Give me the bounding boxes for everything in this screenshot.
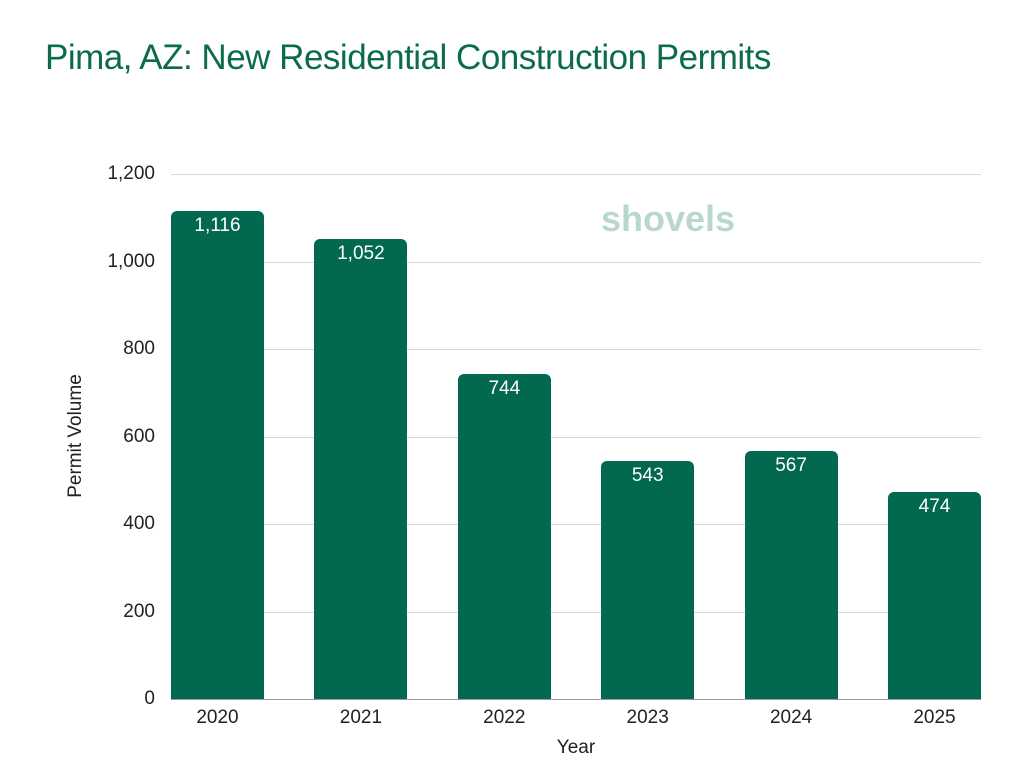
y-axis-label: Permit Volume bbox=[65, 374, 86, 498]
bar-value-label: 1,116 bbox=[194, 214, 241, 236]
bar-value-label: 567 bbox=[775, 454, 807, 476]
bar-2024: 567 bbox=[744, 450, 838, 699]
x-tick-label: 2024 bbox=[769, 707, 813, 728]
bar-2022: 744 bbox=[457, 373, 551, 699]
gridline bbox=[171, 349, 981, 350]
y-tick-label: 400 bbox=[123, 513, 155, 534]
x-tick-label: 2021 bbox=[339, 707, 383, 728]
bar-value-label: 543 bbox=[631, 465, 664, 487]
x-tick-label: 2022 bbox=[483, 707, 526, 728]
bar-value-label: 1,052 bbox=[337, 242, 385, 264]
gridline bbox=[171, 699, 981, 700]
x-tick-label: 2020 bbox=[196, 707, 239, 728]
bar-value-label: 744 bbox=[488, 377, 521, 399]
y-tick-label: 1,200 bbox=[107, 163, 155, 184]
bar-2021: 1,052 bbox=[314, 238, 408, 699]
x-tick-label: 2025 bbox=[913, 707, 956, 728]
y-tick-label: 1,000 bbox=[107, 250, 155, 272]
gridline bbox=[171, 524, 981, 525]
x-axis-label: Year bbox=[556, 737, 596, 758]
gridline bbox=[171, 436, 981, 438]
y-tick-label: 600 bbox=[123, 425, 155, 447]
gridline bbox=[171, 174, 981, 175]
gridline bbox=[171, 261, 981, 263]
plot-area: 1,116 1,052 744 543 567 474 bbox=[171, 174, 981, 700]
bar-value-label: 474 bbox=[918, 495, 951, 517]
shovels-logo: shovels bbox=[601, 198, 736, 239]
bar-2025: 474 bbox=[888, 491, 981, 699]
y-tick-label: 200 bbox=[123, 600, 155, 622]
y-tick-label: 800 bbox=[123, 338, 155, 359]
chart-title: Pima, AZ: New Residential Construction P… bbox=[45, 38, 771, 77]
y-tick-label: 0 bbox=[144, 688, 155, 709]
bar-2020: 1,116 bbox=[171, 210, 264, 699]
bar-2023: 543 bbox=[601, 461, 695, 699]
gridline bbox=[171, 611, 981, 613]
x-tick-label: 2023 bbox=[626, 707, 669, 728]
